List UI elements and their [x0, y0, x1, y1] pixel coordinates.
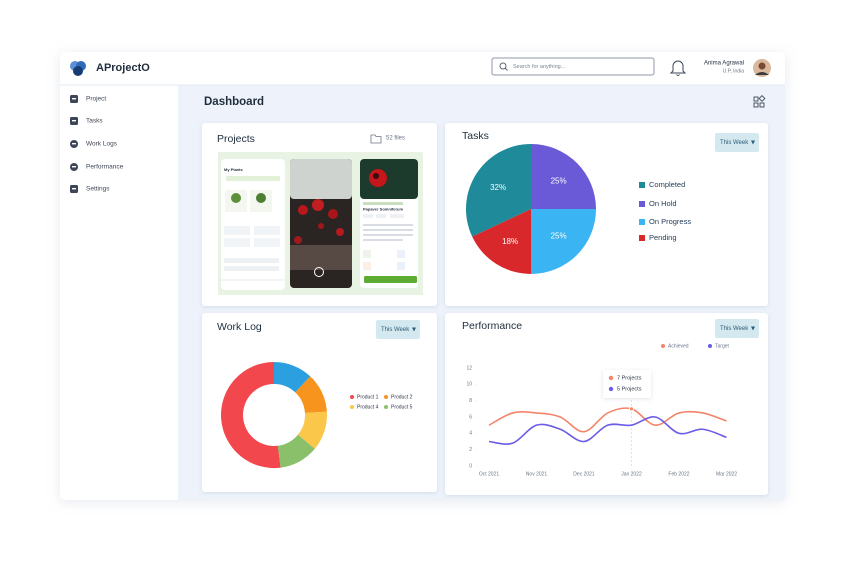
donut-segment: [295, 376, 327, 414]
card-title: Tasks: [462, 130, 489, 142]
legend-swatch: [639, 219, 645, 225]
user-location: U.P, India: [723, 68, 745, 74]
nav-icon-detail: [72, 143, 76, 145]
legend-label: Target: [715, 343, 730, 349]
logo-icon: [70, 61, 86, 76]
x-tick-label: Jan 2022: [621, 471, 642, 477]
legend-label: On Progress: [649, 217, 691, 226]
page-title: Dashboard: [204, 96, 264, 108]
legend-swatch: [639, 235, 645, 241]
y-tick-label: 8: [469, 398, 472, 404]
user-avatar[interactable]: [753, 59, 771, 77]
series-line: [488, 407, 727, 433]
folder-icon: [370, 134, 382, 144]
legend-label: Product 5: [391, 404, 413, 410]
legend-label: Product 2: [391, 394, 413, 400]
filter-label: This Week: [381, 327, 410, 333]
legend-dot: [661, 344, 665, 348]
nav-item[interactable]: Performance: [86, 164, 124, 171]
series-line: [488, 416, 727, 445]
tooltip-dot: [608, 386, 614, 392]
nav-icon-detail: [72, 188, 76, 190]
nav-item[interactable]: Settings: [86, 186, 110, 193]
slice-label: 25%: [551, 177, 567, 186]
dropdown-arrow: [751, 326, 755, 331]
logo-text: AProjectO: [96, 62, 150, 74]
nav-icon-detail: [72, 98, 76, 100]
phone-screen: My Plants: [221, 159, 285, 290]
nav-item[interactable]: Work Logs: [86, 141, 118, 148]
legend-label: Completed: [649, 180, 685, 189]
slice-label: 32%: [490, 183, 506, 192]
card-title: Performance: [462, 320, 522, 332]
y-tick-label: 10: [466, 382, 472, 388]
user-name: Anima Agrawal: [704, 61, 744, 67]
performance-card: [445, 313, 768, 495]
nav-icon-detail: [72, 166, 76, 168]
slice-label: 18%: [502, 237, 518, 246]
legend-swatch: [639, 182, 645, 188]
donut-segment: [221, 362, 281, 468]
pie-slice: [531, 209, 596, 274]
x-tick-label: Nov 2021: [526, 471, 548, 477]
donut-segment: [297, 411, 327, 449]
legend-dot: [708, 344, 712, 348]
file-count: 52 files: [386, 136, 405, 142]
y-tick-label: 2: [469, 447, 472, 453]
pie-slice: [531, 144, 596, 209]
filter-button[interactable]: [715, 133, 759, 152]
tooltip-dot: [608, 375, 614, 381]
pie-slice: [472, 209, 531, 274]
y-tick-label: 12: [466, 365, 472, 371]
nav-icon-detail: [72, 120, 76, 122]
y-tick-label: 4: [469, 431, 472, 437]
dropdown-arrow: [412, 327, 416, 332]
tooltip-text: 5 Projects: [617, 386, 642, 392]
layout-icon[interactable]: [753, 95, 766, 108]
nav-item[interactable]: Project: [86, 96, 106, 103]
screen-text: Papaver Somniferum: [363, 207, 403, 212]
x-tick-label: Feb 2022: [668, 471, 689, 477]
legend-dot: [384, 405, 388, 409]
donut-segment: [274, 362, 311, 393]
phone-screen: Papaver Somniferum: [360, 159, 418, 288]
legend-swatch: [639, 201, 645, 207]
legend-label: Product 4: [357, 404, 379, 410]
pie-slice: [466, 144, 531, 237]
y-tick-label: 0: [469, 463, 472, 469]
y-tick-label: 6: [469, 414, 472, 420]
x-tick-label: Mar 2022: [716, 471, 737, 477]
legend-label: On Hold: [649, 199, 677, 208]
slice-label: 25%: [551, 232, 567, 241]
filter-button[interactable]: [376, 320, 420, 339]
card-title: Work Log: [217, 321, 262, 333]
search-placeholder: Search for anything...: [513, 64, 566, 70]
notification-bell[interactable]: [669, 60, 687, 77]
hover-point: [629, 406, 634, 412]
nav-item[interactable]: Tasks: [86, 118, 103, 125]
legend-dot: [350, 405, 354, 409]
search-icon: [499, 62, 508, 71]
donut-segment: [277, 434, 315, 468]
legend-dot: [350, 395, 354, 399]
legend-label: Product 1: [357, 394, 379, 400]
tooltip-text: 7 Projects: [617, 375, 642, 381]
x-tick-label: Dec 2021: [573, 471, 595, 477]
x-tick-label: Oct 2021: [479, 471, 500, 477]
dropdown-arrow: [751, 140, 755, 145]
screen-text: My Plants: [224, 167, 243, 172]
filter-button[interactable]: [715, 319, 759, 338]
card-title: Projects: [217, 133, 255, 145]
filter-label: This Week: [720, 326, 749, 332]
legend-dot: [384, 395, 388, 399]
filter-label: This Week: [720, 140, 749, 146]
legend-label: Pending: [649, 233, 677, 242]
legend-label: Achieved: [668, 343, 689, 349]
tooltip: [603, 370, 651, 398]
search-box[interactable]: [491, 57, 655, 76]
phone-screen: [290, 159, 352, 288]
